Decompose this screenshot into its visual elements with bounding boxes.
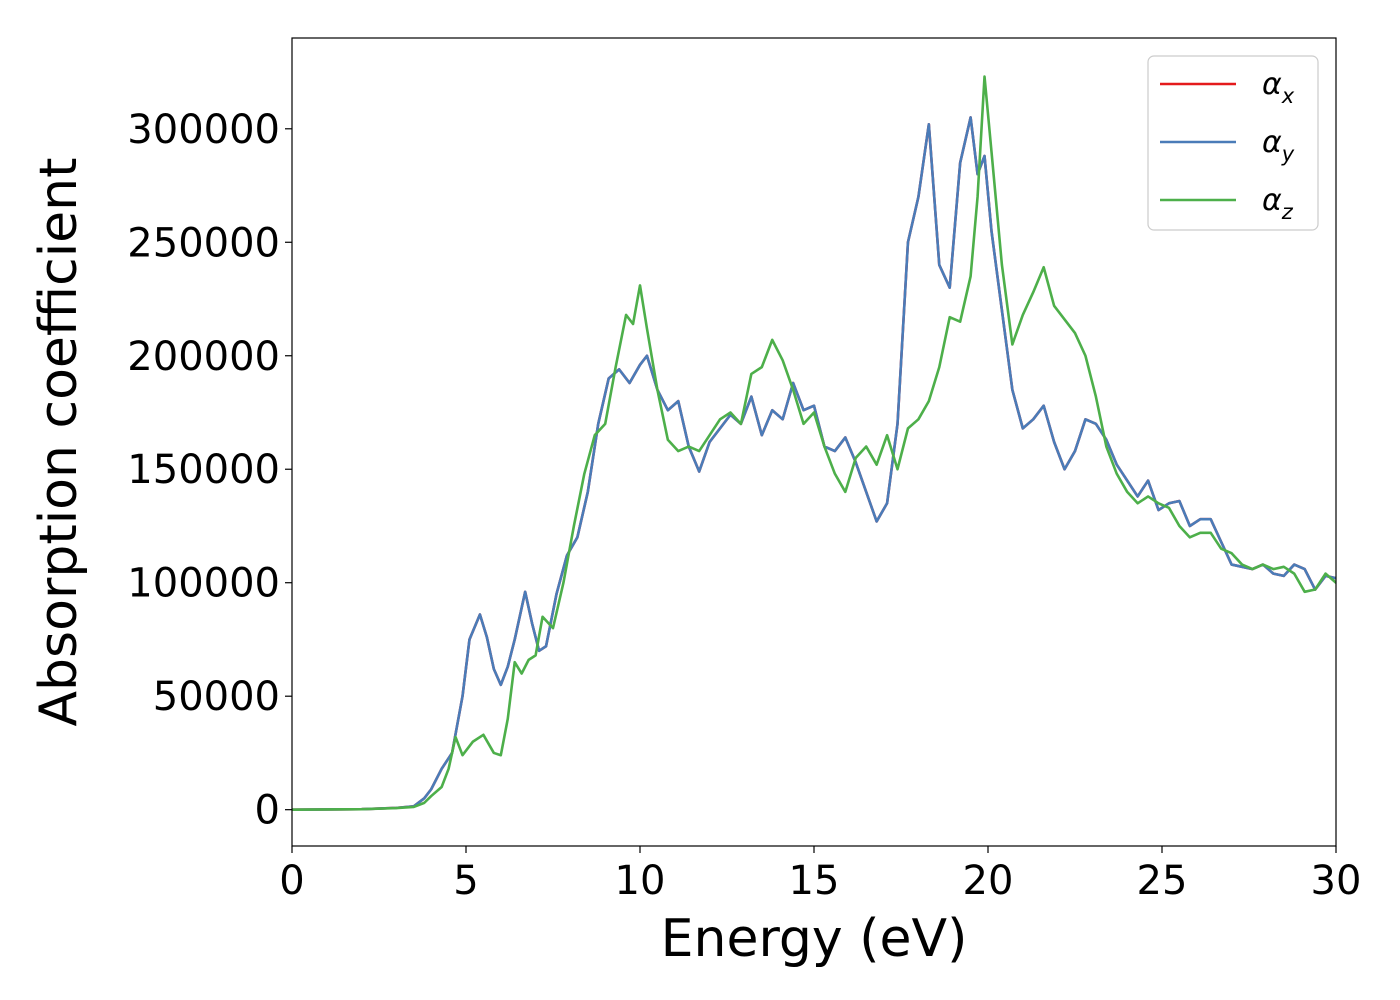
y-tick-label: 300000: [127, 107, 280, 153]
legend-label-base: α: [1262, 183, 1282, 218]
series-layer: [292, 75, 1336, 811]
x-axis-title: Energy (eV): [661, 909, 968, 969]
y-tick-label: 150000: [127, 447, 280, 493]
x-tick-label: 30: [1311, 858, 1362, 904]
y-axis-title: Absorption coefficient: [29, 157, 89, 726]
legend-label-x: αx: [1262, 67, 1295, 108]
x-tick-label: 0: [279, 858, 304, 904]
y-tick-label: 0: [255, 788, 280, 834]
y-tick-label: 50000: [153, 674, 280, 720]
series-line-z: [292, 75, 1336, 811]
legend-label-subscript: x: [1281, 84, 1295, 108]
y-axis: 0 50000 100000 150000 200000 250000 300000: [127, 107, 292, 834]
legend-label-base: α: [1262, 67, 1282, 102]
x-tick-label: 5: [453, 858, 478, 904]
legend-label-subscript: y: [1281, 142, 1295, 166]
x-axis: 0 5 10 15 20 25 30: [279, 846, 1361, 904]
y-tick-label: 100000: [127, 561, 280, 607]
legend-label-z: αz: [1262, 183, 1294, 224]
y-tick-label: 200000: [127, 334, 280, 380]
x-tick-label: 20: [963, 858, 1014, 904]
legend-label-base: α: [1262, 125, 1282, 160]
series-line-y: [292, 116, 1336, 811]
x-tick-label: 15: [789, 858, 840, 904]
y-tick-label: 250000: [127, 220, 280, 266]
legend-label-subscript: z: [1281, 200, 1294, 224]
legend-label-y: αy: [1262, 125, 1295, 166]
x-tick-label: 10: [615, 858, 666, 904]
x-tick-label: 25: [1137, 858, 1188, 904]
